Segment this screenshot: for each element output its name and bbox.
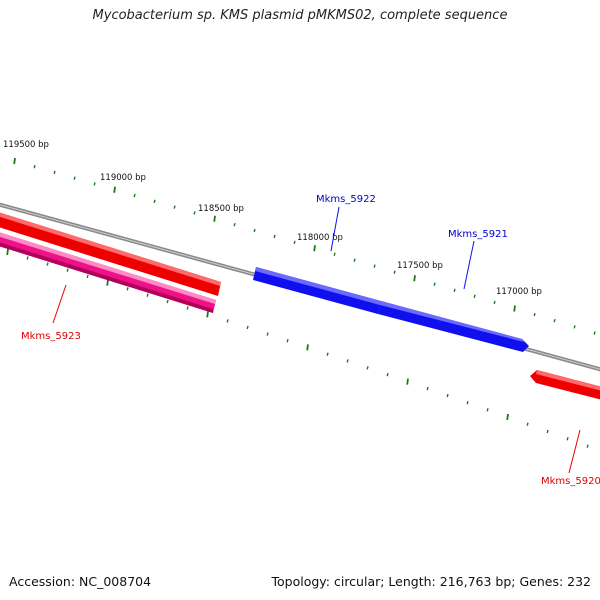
minor-tick <box>126 287 129 291</box>
minor-tick <box>393 270 396 274</box>
outer-tick-ring <box>13 157 596 335</box>
tick-label: 119000 bp <box>100 173 146 183</box>
major-tick <box>313 245 316 252</box>
major-tick <box>213 215 216 222</box>
minor-tick <box>73 176 76 180</box>
major-tick <box>413 275 416 282</box>
inner-tick-ring <box>6 248 589 448</box>
major-tick <box>113 186 116 193</box>
minor-tick <box>593 331 596 335</box>
minor-tick <box>226 319 229 323</box>
minor-tick <box>426 386 429 391</box>
minor-tick <box>533 312 536 317</box>
gene-arrow-mkms-5923-outer[interactable] <box>0 211 221 296</box>
minor-tick <box>233 222 236 227</box>
minor-tick <box>546 429 549 434</box>
minor-tick <box>153 199 156 203</box>
gene-label-mkms-5922[interactable]: Mkms_5922 <box>316 194 376 205</box>
major-tick <box>513 305 516 312</box>
major-tick <box>106 279 109 286</box>
minor-tick <box>453 288 456 292</box>
gene-label-mkms-5921[interactable]: Mkms_5921 <box>448 229 508 240</box>
major-tick <box>206 311 209 318</box>
tick-label: 117500 bp <box>397 261 443 271</box>
leader-line-mkms-5923 <box>52 284 67 324</box>
minor-tick <box>386 372 389 377</box>
minor-tick <box>193 211 196 215</box>
minor-tick <box>553 319 556 323</box>
minor-tick <box>433 282 436 286</box>
gene-arrow-mkms-5922[interactable] <box>253 267 381 314</box>
minor-tick <box>133 193 136 198</box>
minor-tick <box>293 240 296 245</box>
minor-tick <box>173 205 176 209</box>
minor-tick <box>373 264 376 268</box>
gene-label-mkms-5920[interactable]: Mkms_5920 <box>541 476 600 487</box>
major-tick <box>506 413 509 421</box>
tick-label: 118000 bp <box>297 233 343 243</box>
minor-tick <box>186 306 189 310</box>
leader-line-mkms-5921 <box>463 240 475 290</box>
gene-arrow-mkms-5921[interactable] <box>378 301 529 352</box>
minor-tick <box>273 234 276 239</box>
leader-line-mkms-5922 <box>330 206 340 252</box>
major-tick <box>406 378 409 385</box>
minor-tick <box>566 437 569 441</box>
minor-tick <box>353 258 356 262</box>
minor-tick <box>526 422 529 426</box>
minor-tick <box>493 300 496 305</box>
accession-text: Accession: NC_008704 <box>9 574 152 589</box>
minor-tick <box>33 165 36 169</box>
major-tick <box>6 248 9 256</box>
minor-tick <box>346 359 349 363</box>
minor-tick <box>366 366 369 370</box>
gene-arrow-mkms-5920[interactable] <box>530 370 600 402</box>
minor-tick <box>286 339 289 343</box>
tick-label: 118500 bp <box>198 204 244 214</box>
minor-tick <box>166 299 169 304</box>
minor-tick <box>446 393 449 398</box>
major-tick <box>306 344 309 351</box>
minor-tick <box>266 332 269 336</box>
map-title: Mycobacterium sp. KMS plasmid pMKMS02, c… <box>92 8 508 23</box>
minor-tick <box>86 274 89 279</box>
sequence-stats-text: Topology: circular; Length: 216,763 bp; … <box>271 574 592 589</box>
minor-tick <box>326 352 329 356</box>
tick-label: 119500 bp <box>3 140 49 150</box>
minor-tick <box>253 228 256 233</box>
minor-tick <box>466 401 469 405</box>
minor-tick <box>46 262 49 266</box>
minor-tick <box>573 325 576 329</box>
minor-tick <box>246 325 249 330</box>
minor-tick <box>146 293 149 297</box>
minor-tick <box>486 408 489 412</box>
major-tick <box>13 157 16 165</box>
tick-label: 117000 bp <box>496 287 542 297</box>
leader-line-mkms-5920 <box>568 429 581 474</box>
minor-tick <box>586 444 589 448</box>
minor-tick <box>26 256 29 260</box>
minor-tick <box>53 170 56 175</box>
minor-tick <box>473 294 476 299</box>
minor-tick <box>93 182 96 186</box>
gene-arrow-mkms-5923[interactable] <box>0 231 216 313</box>
gene-label-mkms-5923[interactable]: Mkms_5923 <box>21 331 81 342</box>
minor-tick <box>333 252 336 256</box>
minor-tick <box>66 268 69 272</box>
